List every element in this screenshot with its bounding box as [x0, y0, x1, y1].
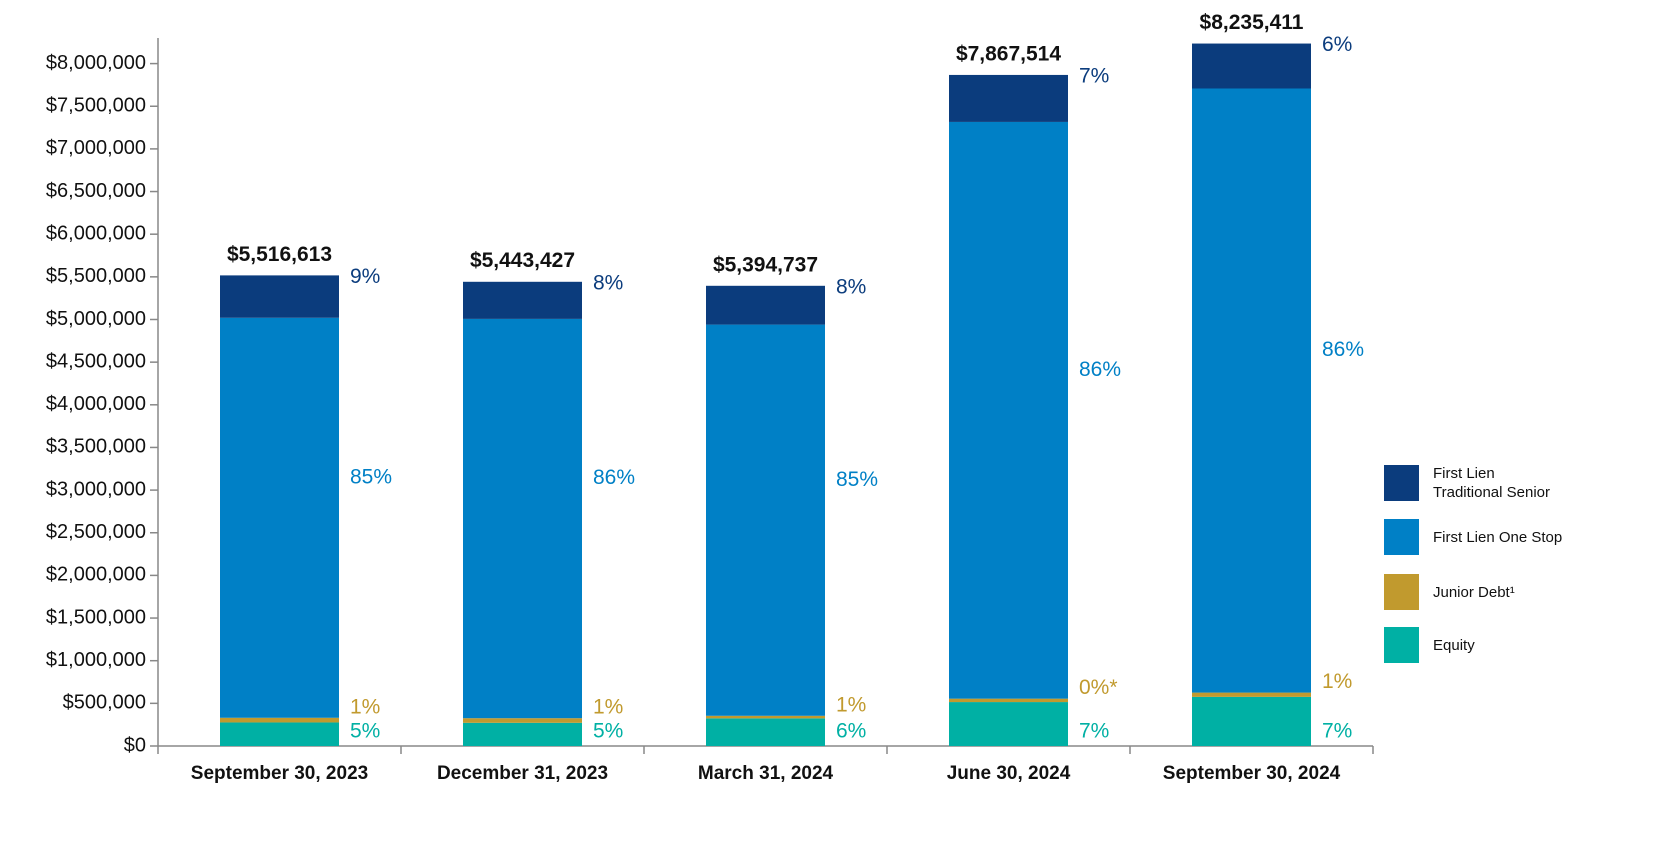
bar-segment [463, 318, 582, 719]
bar-segment [220, 317, 339, 718]
bar-segment [706, 324, 825, 716]
bar-segment [706, 718, 825, 746]
bar-segment [463, 281, 582, 319]
legend-label: First Lien One Stop [1433, 528, 1563, 546]
bar-segment [706, 285, 825, 325]
bar-segment [1192, 696, 1311, 746]
x-tick-label: June 30, 2024 [947, 763, 1071, 784]
percent-label: 0%* [1079, 676, 1118, 699]
bar-segment [706, 715, 825, 719]
bar-segment [220, 722, 339, 746]
y-tick-label: $1,500,000 [46, 606, 146, 628]
y-tick-label: $1,000,000 [46, 649, 146, 671]
y-tick-label: $4,500,000 [46, 350, 146, 372]
x-tick-label: September 30, 2024 [1163, 763, 1341, 784]
x-tick-label: December 31, 2023 [437, 763, 608, 784]
bar-segment [220, 275, 339, 318]
y-tick-label: $3,000,000 [46, 478, 146, 500]
bar-segment [949, 698, 1068, 703]
legend-label: Junior Debt¹ [1433, 583, 1515, 601]
bar-segment [949, 74, 1068, 122]
percent-label: 86% [1079, 358, 1121, 381]
percent-label: 8% [593, 271, 623, 294]
bar-segment [949, 702, 1068, 746]
legend-swatch [1384, 574, 1419, 610]
legend-label: Equity [1433, 636, 1475, 654]
percent-label: 5% [350, 720, 380, 743]
y-tick-label: $8,000,000 [46, 52, 146, 74]
y-tick-label: $5,500,000 [46, 265, 146, 287]
total-label: $7,867,514 [956, 42, 1061, 65]
percent-label: 6% [1322, 33, 1352, 56]
percent-label: 7% [1079, 720, 1109, 743]
y-tick-label: $500,000 [63, 692, 146, 714]
percent-label: 86% [1322, 338, 1364, 361]
x-tick-label: September 30, 2023 [191, 763, 368, 784]
percent-label: 7% [1079, 64, 1109, 87]
bar-segment [463, 718, 582, 723]
y-tick-label: $3,500,000 [46, 436, 146, 458]
percent-label: 86% [593, 466, 635, 489]
percent-label: 8% [836, 275, 866, 298]
y-tick-label: $2,500,000 [46, 521, 146, 543]
total-label: $5,394,737 [713, 253, 818, 276]
percent-label: 7% [1322, 720, 1352, 743]
bar-segment [1192, 692, 1311, 697]
percent-label: 85% [350, 465, 392, 488]
bar-segment [1192, 88, 1311, 693]
legend-item: Equity [1384, 627, 1563, 663]
y-tick-label: $7,500,000 [46, 95, 146, 117]
legend-swatch [1384, 627, 1419, 663]
legend-label: First Lien Traditional Senior [1433, 465, 1551, 501]
percent-label: 85% [836, 468, 878, 491]
x-tick-label: March 31, 2024 [698, 763, 834, 784]
bar-segment [220, 717, 339, 723]
y-tick-label: $5,000,000 [46, 308, 146, 330]
percent-label: 1% [1322, 670, 1352, 693]
percent-label: 1% [836, 693, 866, 716]
total-label: $8,235,411 [1200, 11, 1304, 34]
y-tick-label: $7,000,000 [46, 137, 146, 159]
legend-item: Junior Debt¹ [1384, 574, 1563, 610]
legend-item: First Lien One Stop [1384, 519, 1563, 555]
y-tick-label: $6,500,000 [46, 180, 146, 202]
total-label: $5,443,427 [470, 249, 575, 272]
y-tick-label: $6,000,000 [46, 222, 146, 244]
percent-label: 5% [593, 720, 623, 743]
total-label: $5,516,613 [227, 243, 332, 266]
bar-segment [463, 722, 582, 746]
y-tick-label: $4,000,000 [46, 393, 146, 415]
bar-segment [949, 121, 1068, 699]
percent-label: 9% [350, 265, 380, 288]
legend-swatch [1384, 519, 1419, 555]
legend-swatch [1384, 465, 1419, 501]
percent-label: 1% [350, 695, 380, 718]
y-tick-label: $2,000,000 [46, 564, 146, 586]
bar-segment [1192, 43, 1311, 89]
legend-item: First Lien Traditional Senior [1384, 464, 1563, 502]
percent-label: 6% [836, 720, 866, 743]
percent-label: 1% [593, 696, 623, 719]
y-tick-label: $0 [124, 734, 146, 756]
